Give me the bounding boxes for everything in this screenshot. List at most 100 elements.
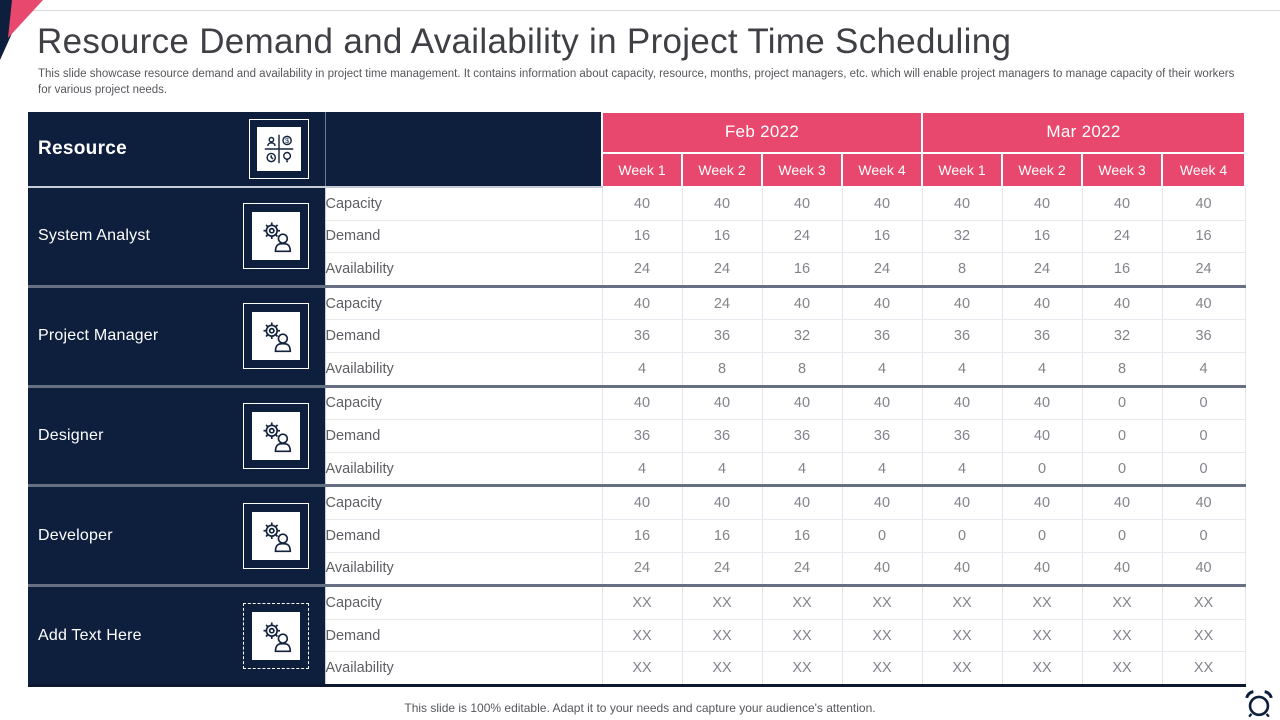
value-cell: XX	[1082, 619, 1163, 653]
value-cell: 40	[1002, 187, 1083, 221]
month-header-feb: Feb 2022	[601, 111, 923, 154]
value-cell: 16	[1162, 220, 1246, 254]
top-divider-line	[0, 10, 1280, 11]
value-cell: 36	[682, 319, 763, 353]
value-cell: 4	[842, 352, 923, 388]
value-cell: XX	[842, 651, 923, 687]
value-cell: 16	[1002, 220, 1083, 254]
value-cell: XX	[922, 651, 1003, 687]
value-cell: 24	[602, 552, 683, 588]
metric-label: Demand	[325, 619, 603, 653]
week-header: Week 2	[1001, 151, 1083, 189]
value-cell: 4	[602, 452, 683, 488]
metric-label: Demand	[325, 519, 603, 553]
value-cell: 40	[1082, 552, 1163, 588]
table-row: Designer Capacity 40 40 40 40 40 40 0 0	[28, 386, 1246, 488]
value-cell: 40	[1162, 187, 1246, 221]
value-cell: 40	[762, 485, 843, 520]
value-cell: 40	[842, 552, 923, 588]
value-cell: 40	[762, 386, 843, 421]
value-cell: 0	[1162, 386, 1246, 421]
value-cell: 36	[922, 319, 1003, 353]
table-row: Availability XX XX XX XX XX XX XX XX	[28, 651, 1246, 687]
value-cell: XX	[1002, 619, 1083, 653]
value-cell: 0	[1082, 452, 1163, 488]
month-header-row: Resource $	[28, 111, 1247, 188]
value-cell: 24	[1002, 252, 1083, 288]
value-cell: 40	[602, 485, 683, 520]
resource-matrix-icon: $	[248, 119, 309, 179]
metric-label: Capacity	[325, 386, 603, 421]
metric-label: Demand	[325, 319, 603, 353]
value-cell: 40	[922, 286, 1003, 321]
value-cell: 24	[762, 220, 843, 254]
resource-name: Add Text Here	[38, 626, 142, 644]
resource-name-cell: Developer	[28, 485, 326, 588]
value-cell: 40	[922, 187, 1003, 221]
value-cell: 32	[922, 220, 1003, 254]
value-cell: 40	[1082, 286, 1163, 321]
value-cell: 40	[1082, 485, 1163, 520]
value-cell: 40	[1002, 386, 1083, 421]
value-cell: XX	[1162, 619, 1246, 653]
resource-name: System Analyst	[38, 227, 151, 245]
svg-text:$: $	[285, 137, 289, 145]
value-cell: XX	[1082, 651, 1163, 687]
value-cell: XX	[842, 619, 923, 653]
value-cell: XX	[762, 651, 843, 687]
value-cell: 40	[1002, 485, 1083, 520]
value-cell: 4	[602, 352, 683, 388]
value-cell: 4	[682, 452, 763, 488]
value-cell: XX	[682, 651, 763, 687]
table-body: System Analyst Capacity 40 40 40 40 40 40 40 40 De…	[28, 187, 1246, 687]
value-cell: 24	[1082, 220, 1163, 254]
value-cell: 24	[682, 252, 763, 288]
value-cell: 8	[1082, 352, 1163, 388]
value-cell: 32	[1082, 319, 1163, 353]
value-cell: XX	[602, 585, 683, 620]
value-cell: 36	[842, 319, 923, 353]
value-cell: 40	[922, 552, 1003, 588]
value-cell: 4	[1162, 352, 1246, 388]
value-cell: XX	[922, 619, 1003, 653]
value-cell: 40	[1162, 485, 1246, 520]
value-cell: 40	[842, 386, 923, 421]
value-cell: 16	[762, 252, 843, 288]
value-cell: 40	[682, 386, 763, 421]
resource-header-label: Resource	[38, 138, 127, 159]
value-cell: 36	[922, 419, 1003, 453]
value-cell: 40	[1162, 552, 1246, 588]
value-cell: XX	[602, 651, 683, 687]
metric-label: Availability	[325, 452, 603, 488]
value-cell: XX	[762, 619, 843, 653]
value-cell: 24	[602, 252, 683, 288]
value-cell: 40	[682, 187, 763, 221]
value-cell: 36	[682, 419, 763, 453]
value-cell: 24	[1162, 252, 1246, 288]
value-cell: XX	[1082, 585, 1163, 620]
value-cell: 16	[602, 519, 683, 553]
week-header: Week 4	[1160, 151, 1247, 189]
week-header: Week 1	[921, 151, 1003, 189]
value-cell: 24	[682, 286, 763, 321]
gear-person-icon	[242, 303, 309, 370]
resource-name-cell: Project Manager	[28, 286, 326, 388]
metric-label: Availability	[325, 352, 603, 388]
week-header: Week 1	[601, 151, 683, 189]
table-row: Availability 24 24 16 24 8 24 16 24	[28, 252, 1246, 288]
value-cell: 40	[1002, 552, 1083, 588]
value-cell: 0	[1162, 452, 1246, 488]
resource-name: Developer	[38, 526, 113, 544]
corner-accent	[0, 0, 43, 60]
value-cell: 36	[762, 419, 843, 453]
week-header: Week 4	[841, 151, 923, 189]
gear-person-icon	[242, 203, 309, 270]
value-cell: 0	[1082, 519, 1163, 553]
page-title: Resource Demand and Availability in Proj…	[37, 22, 1012, 61]
value-cell: 36	[1162, 319, 1246, 353]
value-cell: 40	[922, 485, 1003, 520]
value-cell: 40	[602, 187, 683, 221]
gear-person-icon	[242, 402, 309, 469]
value-cell: 36	[602, 319, 683, 353]
